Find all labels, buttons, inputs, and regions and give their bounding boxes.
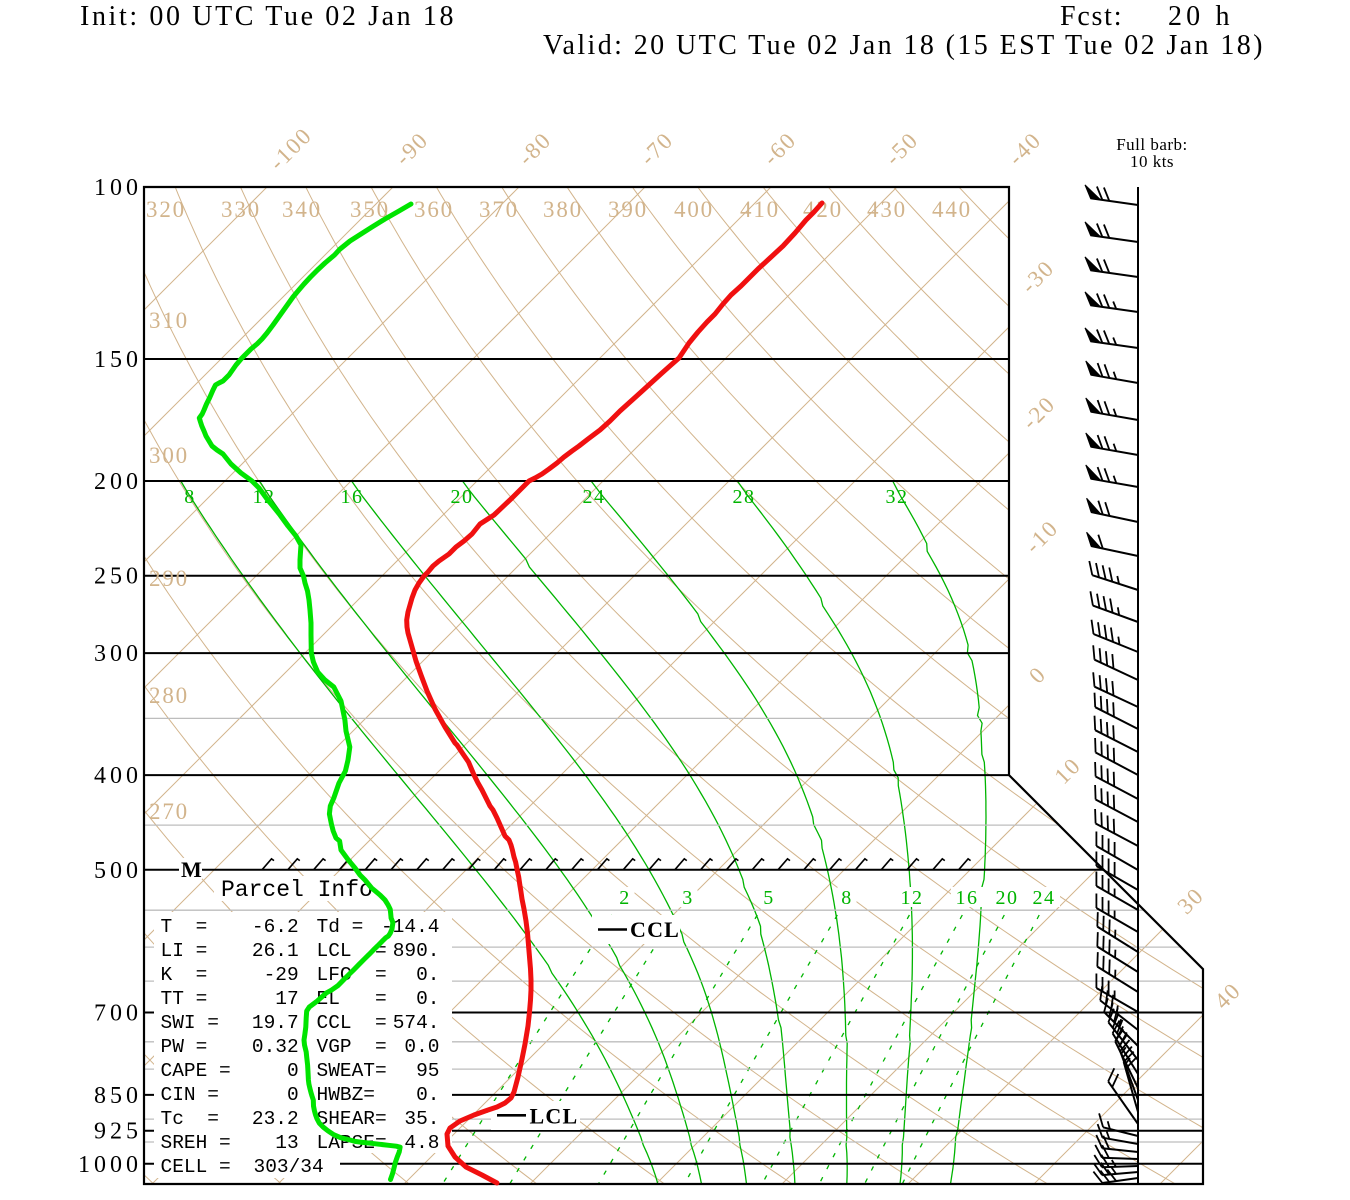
svg-text:8: 8: [184, 486, 196, 508]
svg-text:95: 95: [416, 1060, 439, 1082]
svg-text:300: 300: [94, 641, 138, 667]
svg-text:250: 250: [94, 564, 138, 590]
svg-text:925: 925: [94, 1119, 138, 1145]
svg-text:3: 3: [682, 887, 694, 909]
svg-text:19.7: 19.7: [252, 1012, 299, 1034]
svg-text:Init: 00 UTC Tue 02 Jan 18: Init: 00 UTC Tue 02 Jan 18: [80, 1, 456, 32]
svg-text:LCL: LCL: [530, 1103, 579, 1128]
svg-text:26.1: 26.1: [252, 940, 299, 962]
svg-text:LCL =: LCL =: [317, 940, 387, 962]
svg-text:PW =: PW =: [161, 1036, 208, 1058]
svg-text:-14.4: -14.4: [381, 916, 440, 938]
svg-text:Valid: 20 UTC Tue 02 Jan 18 (1: Valid: 20 UTC Tue 02 Jan 18 (15 EST Tue …: [543, 30, 1265, 61]
svg-text:0.: 0.: [416, 988, 439, 1010]
svg-text:8: 8: [841, 887, 853, 909]
svg-text:700: 700: [94, 1000, 138, 1026]
svg-text:Fcst:: Fcst:: [1060, 1, 1124, 32]
svg-text:390: 390: [608, 197, 648, 222]
svg-text:35.: 35.: [404, 1108, 439, 1130]
svg-text:2: 2: [619, 887, 631, 909]
svg-text:-6.2: -6.2: [252, 916, 299, 938]
svg-text:410: 410: [740, 197, 780, 222]
svg-text:400: 400: [94, 763, 138, 789]
svg-text:303/34: 303/34: [254, 1156, 324, 1178]
svg-text:320: 320: [146, 197, 186, 222]
svg-text:Tc =: Tc =: [161, 1108, 220, 1130]
svg-text:TT =: TT =: [161, 988, 208, 1010]
svg-text:32: 32: [886, 486, 909, 508]
svg-text:12: 12: [901, 887, 924, 909]
svg-text:100: 100: [94, 175, 138, 201]
svg-text:890.: 890.: [393, 940, 440, 962]
svg-text:K =: K =: [161, 964, 208, 986]
svg-text:430: 430: [867, 197, 907, 222]
svg-text:350: 350: [350, 197, 390, 222]
svg-text:300: 300: [149, 443, 189, 468]
svg-text:SWI =: SWI =: [161, 1012, 220, 1034]
svg-text:4.8: 4.8: [404, 1132, 439, 1154]
svg-text:330: 330: [221, 197, 261, 222]
svg-text:400: 400: [674, 197, 714, 222]
svg-text:28: 28: [733, 486, 756, 508]
svg-text:16: 16: [341, 486, 364, 508]
svg-text:T =: T =: [161, 916, 208, 938]
svg-text:CCL: CCL: [630, 917, 680, 942]
svg-text:EL =: EL =: [317, 988, 387, 1010]
svg-text:200: 200: [94, 469, 138, 495]
svg-text:0.32: 0.32: [252, 1036, 299, 1058]
svg-text:5: 5: [763, 887, 775, 909]
svg-text:Parcel Info: Parcel Info: [221, 877, 373, 903]
svg-text:16: 16: [956, 887, 979, 909]
svg-text:310: 310: [149, 308, 189, 333]
svg-text:0: 0: [287, 1084, 299, 1106]
svg-text:370: 370: [479, 197, 519, 222]
svg-text:440: 440: [932, 197, 972, 222]
svg-text:17: 17: [275, 988, 298, 1010]
svg-text:0: 0: [287, 1060, 299, 1082]
svg-text:CIN =: CIN =: [161, 1084, 220, 1106]
svg-text:20: 20: [996, 887, 1019, 909]
svg-text:SREH =: SREH =: [161, 1132, 231, 1154]
svg-text:20 h: 20 h: [1168, 1, 1232, 32]
svg-text:150: 150: [94, 347, 138, 373]
svg-text:CAPE =: CAPE =: [161, 1060, 231, 1082]
svg-text:-29: -29: [264, 964, 299, 986]
svg-text:850: 850: [94, 1083, 138, 1109]
svg-text:Td =: Td =: [317, 916, 364, 938]
svg-text:280: 280: [149, 683, 189, 708]
svg-text:500: 500: [94, 858, 138, 884]
svg-text:24: 24: [1033, 887, 1056, 909]
svg-text:270: 270: [149, 799, 189, 824]
svg-text:CELL =: CELL =: [161, 1156, 231, 1178]
svg-text:10 kts: 10 kts: [1130, 152, 1174, 171]
svg-text:13: 13: [275, 1132, 298, 1154]
svg-text:290: 290: [149, 566, 189, 591]
svg-text:HWBZ=: HWBZ=: [317, 1084, 376, 1106]
svg-text:360: 360: [414, 197, 454, 222]
svg-text:SHEAR=: SHEAR=: [317, 1108, 387, 1130]
svg-text:SWEAT=: SWEAT=: [317, 1060, 387, 1082]
svg-text:Full barb:: Full barb:: [1116, 135, 1188, 154]
svg-text:LAPSE=: LAPSE=: [317, 1132, 387, 1154]
svg-text:574.: 574.: [393, 1012, 440, 1034]
svg-text:23.2: 23.2: [252, 1108, 299, 1130]
svg-text:0.: 0.: [416, 1084, 439, 1106]
svg-text:340: 340: [282, 197, 322, 222]
svg-text:0.: 0.: [416, 964, 439, 986]
svg-text:CCL =: CCL =: [317, 1012, 387, 1034]
svg-text:24: 24: [583, 486, 606, 508]
svg-text:VGP =: VGP =: [317, 1036, 387, 1058]
svg-text:380: 380: [543, 197, 583, 222]
svg-text:0.0: 0.0: [404, 1036, 439, 1058]
svg-text:20: 20: [451, 486, 474, 508]
svg-text:LI =: LI =: [161, 940, 208, 962]
svg-text:M: M: [181, 857, 202, 882]
